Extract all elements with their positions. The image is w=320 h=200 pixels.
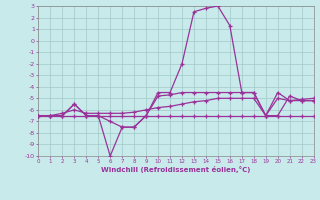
X-axis label: Windchill (Refroidissement éolien,°C): Windchill (Refroidissement éolien,°C) xyxy=(101,166,251,173)
